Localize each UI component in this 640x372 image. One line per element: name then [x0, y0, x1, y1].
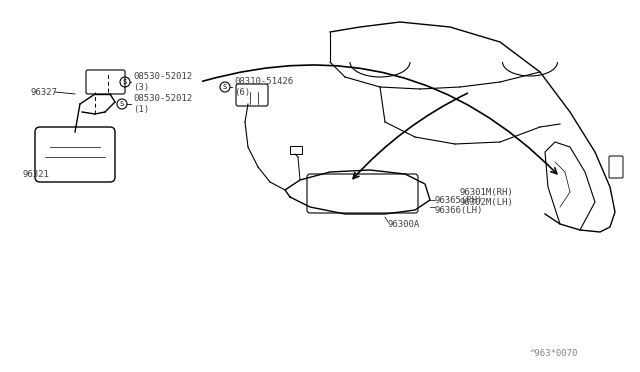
Text: 96300A: 96300A: [388, 219, 420, 228]
Bar: [290, 146, 302, 154]
Text: 96301M(RH): 96301M(RH): [460, 187, 514, 196]
Text: S: S: [123, 79, 127, 85]
Text: 96327: 96327: [30, 87, 57, 96]
Text: 08530-52012
(1): 08530-52012 (1): [133, 94, 192, 114]
Text: 08530-52012
(3): 08530-52012 (3): [133, 72, 192, 92]
Text: 96321: 96321: [22, 170, 49, 179]
Text: ^963*0070: ^963*0070: [530, 350, 579, 359]
Text: 96365(RH): 96365(RH): [435, 196, 483, 205]
Text: 08310-51426
(6): 08310-51426 (6): [234, 77, 293, 97]
Text: 96366(LH): 96366(LH): [435, 205, 483, 215]
Text: 96302M(LH): 96302M(LH): [460, 198, 514, 206]
Text: S: S: [120, 101, 124, 107]
Text: S: S: [223, 84, 227, 90]
